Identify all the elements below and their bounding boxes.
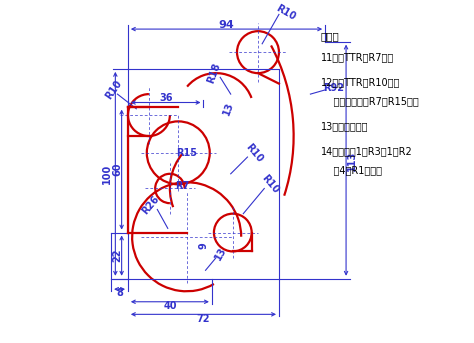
Text: 和4个R1的圆角: 和4个R1的圆角 <box>321 165 382 175</box>
Text: 36: 36 <box>159 93 173 103</box>
Text: R26: R26 <box>140 194 162 216</box>
Text: R10: R10 <box>273 3 297 22</box>
Text: 13: 13 <box>212 245 228 262</box>
Text: R92: R92 <box>323 83 344 93</box>
Text: 13、再修剪图形: 13、再修剪图形 <box>321 121 368 131</box>
Text: 100: 100 <box>102 164 112 184</box>
Text: 13: 13 <box>222 101 236 117</box>
Text: 72: 72 <box>197 314 210 323</box>
Text: R10: R10 <box>103 79 123 102</box>
Text: 8: 8 <box>116 288 123 298</box>
Text: 画法：: 画法： <box>321 31 340 41</box>
Text: 113: 113 <box>347 151 357 172</box>
Text: 22: 22 <box>112 249 122 262</box>
Text: 40: 40 <box>163 301 177 311</box>
Text: R10: R10 <box>260 173 281 196</box>
Text: 14、最后作1个R3、1个R2: 14、最后作1个R3、1个R2 <box>321 146 413 156</box>
Text: R7: R7 <box>175 181 190 191</box>
Text: R15: R15 <box>176 148 197 158</box>
Text: 11、以TTR画R7的圆: 11、以TTR画R7的圆 <box>321 52 394 62</box>
Text: 12、以TTR画R10的圆: 12、以TTR画R10的圆 <box>321 77 400 87</box>
Text: 60: 60 <box>112 163 122 176</box>
Text: 9: 9 <box>199 242 209 248</box>
Text: 94: 94 <box>219 20 234 30</box>
Text: 两切点分别为R7、R15的圆: 两切点分别为R7、R15的圆 <box>321 96 419 106</box>
Text: R18: R18 <box>206 61 222 85</box>
Text: R10: R10 <box>243 142 264 164</box>
